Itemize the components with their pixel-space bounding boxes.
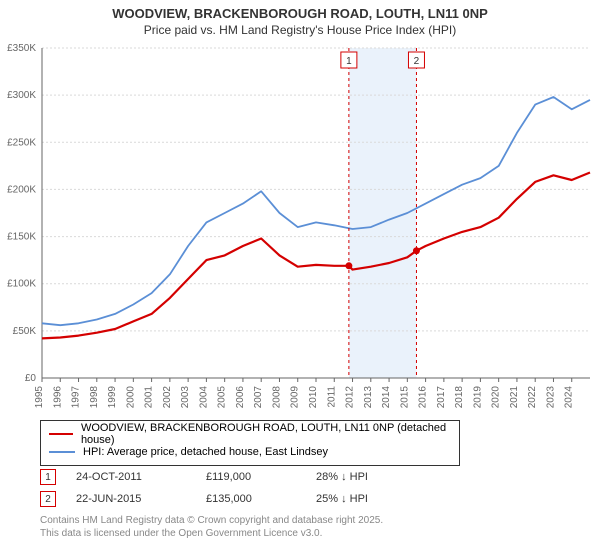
chart-title-block: WOODVIEW, BRACKENBOROUGH ROAD, LOUTH, LN… [0,0,600,37]
svg-text:2013: 2013 [363,386,374,409]
sale-diff: 28% ↓ HPI [316,471,416,483]
svg-text:2001: 2001 [144,386,155,409]
svg-text:1997: 1997 [71,386,82,409]
sale-row: 1 24-OCT-2011£119,00028% ↓ HPI [40,466,416,488]
legend-item: WOODVIEW, BRACKENBOROUGH ROAD, LOUTH, LN… [49,425,451,443]
svg-text:2011: 2011 [326,386,337,408]
chart-title-line1: WOODVIEW, BRACKENBOROUGH ROAD, LOUTH, LN… [0,6,600,21]
footer-line1: Contains HM Land Registry data © Crown c… [40,514,383,527]
svg-text:2004: 2004 [198,386,209,409]
sale-price: £119,000 [206,471,316,483]
sale-date: 24-OCT-2011 [76,471,206,483]
svg-text:2019: 2019 [472,386,483,409]
svg-text:2: 2 [414,56,420,67]
chart-area: £0 £50K £100K £150K £200K £250K £300K £350K 1995… [0,42,600,412]
svg-text:£0: £0 [25,373,37,384]
svg-text:£250K: £250K [7,137,36,148]
svg-text:£350K: £350K [7,43,36,54]
legend-label: HPI: Average price, detached house, East… [83,446,328,458]
svg-text:2009: 2009 [290,386,301,409]
sales-table: 1 24-OCT-2011£119,00028% ↓ HPI 2 22-JUN-201… [40,466,416,510]
svg-text:2007: 2007 [253,386,264,409]
svg-text:£200K: £200K [7,184,36,195]
svg-text:2021: 2021 [509,386,520,409]
sale-price: £135,000 [206,493,316,505]
svg-text:2010: 2010 [308,386,319,409]
svg-text:2016: 2016 [418,386,429,409]
svg-text:1998: 1998 [89,386,100,409]
footer-attribution: Contains HM Land Registry data © Crown c… [40,514,383,540]
svg-text:2002: 2002 [162,386,173,409]
legend-label: WOODVIEW, BRACKENBOROUGH ROAD, LOUTH, LN… [81,422,451,446]
svg-text:£300K: £300K [7,90,36,101]
sale-date: 22-JUN-2015 [76,493,206,505]
svg-text:2005: 2005 [217,386,228,409]
svg-text:2020: 2020 [491,386,502,409]
sale-badge: 2 [40,491,56,507]
svg-text:£100K: £100K [7,279,36,290]
svg-text:2015: 2015 [399,386,410,409]
svg-text:2008: 2008 [271,386,282,409]
footer-line2: This data is licensed under the Open Gov… [40,527,383,540]
svg-text:2018: 2018 [454,386,465,409]
svg-text:2000: 2000 [125,386,136,409]
svg-text:2017: 2017 [436,386,447,409]
svg-text:2022: 2022 [527,386,538,409]
svg-text:1996: 1996 [52,386,63,409]
svg-text:1995: 1995 [34,386,45,409]
legend: WOODVIEW, BRACKENBOROUGH ROAD, LOUTH, LN… [40,420,460,466]
legend-swatch [49,433,73,435]
sale-row: 2 22-JUN-2015£135,00025% ↓ HPI [40,488,416,510]
chart-svg: £0 £50K £100K £150K £200K £250K £300K £350K 1995… [0,42,600,412]
svg-text:1: 1 [346,56,352,67]
svg-text:2006: 2006 [235,386,246,409]
svg-text:2024: 2024 [564,386,575,409]
svg-text:£150K: £150K [7,232,36,243]
svg-text:2014: 2014 [381,386,392,409]
svg-text:£50K: £50K [13,326,37,337]
chart-title-line2: Price paid vs. HM Land Registry's House … [0,23,600,37]
svg-text:2003: 2003 [180,386,191,409]
sale-badge: 1 [40,469,56,485]
svg-text:2012: 2012 [345,386,356,409]
sale-diff: 25% ↓ HPI [316,493,416,505]
svg-text:2023: 2023 [545,386,556,409]
svg-text:1999: 1999 [107,386,118,409]
legend-swatch [49,451,75,453]
